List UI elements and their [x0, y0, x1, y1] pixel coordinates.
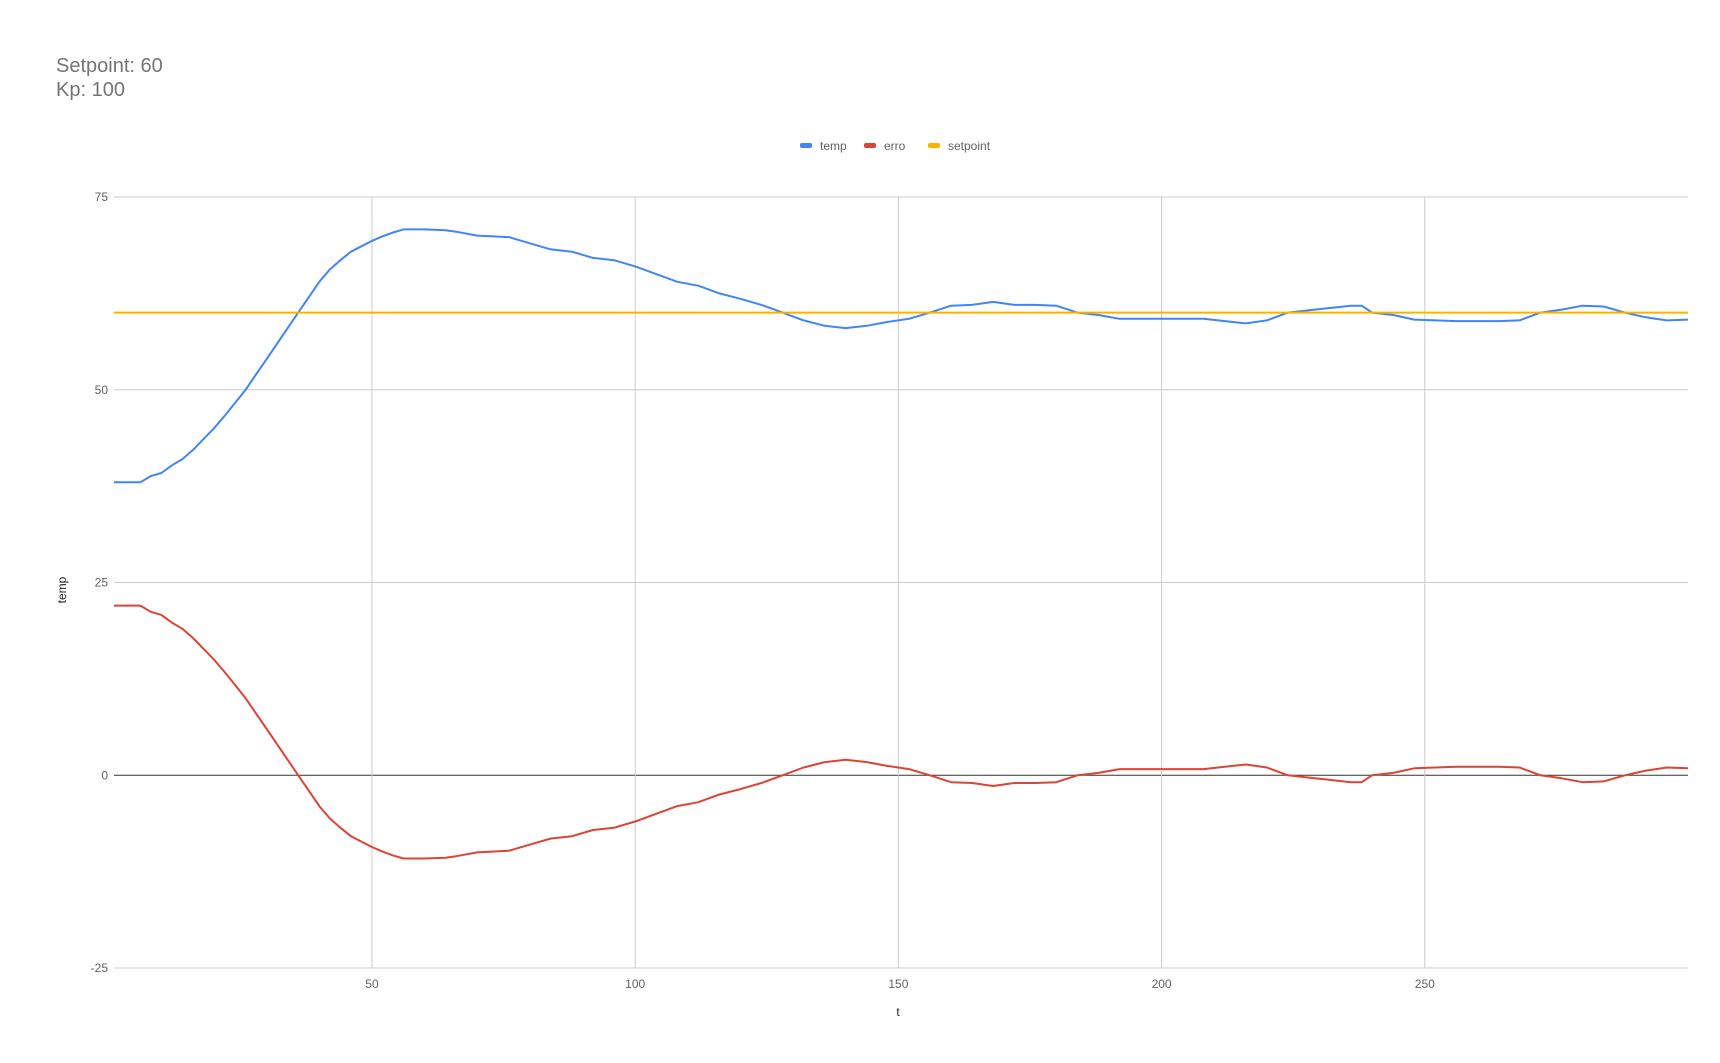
x-tick-label: 100 [625, 977, 645, 991]
series-line-erro [114, 604, 1689, 860]
x-tick-label: 50 [365, 977, 379, 991]
legend: temp erro setpoint [800, 139, 991, 153]
y-tick-label: 0 [101, 768, 108, 782]
axis-labels: t temp -25 0 25 50 75 50 100 150 200 250 [55, 190, 1435, 1019]
chart-title-line-setpoint: Setpoint: 60 [56, 55, 163, 77]
x-tick-label: 250 [1415, 977, 1435, 991]
legend-swatch-setpoint [928, 143, 940, 148]
x-axis-title: t [896, 1005, 900, 1019]
y-axis-title: temp [55, 576, 69, 603]
x-tick-label: 200 [1152, 977, 1172, 991]
series-lines [114, 228, 1689, 860]
legend-label-erro: erro [884, 139, 906, 153]
legend-swatch-temp [800, 143, 812, 148]
grid-lines [114, 196, 1688, 969]
chart-title-line-kp: Kp: 100 [56, 79, 125, 101]
chart-title: Setpoint: 60 Kp: 100 [56, 54, 163, 102]
series-line-temp [114, 228, 1689, 484]
y-tick-label: -25 [91, 961, 109, 975]
legend-label-setpoint: setpoint [948, 139, 991, 153]
legend-label-temp: temp [820, 139, 847, 153]
y-tick-label: 75 [95, 190, 109, 204]
legend-swatch-erro [864, 143, 876, 148]
y-tick-label: 25 [95, 576, 109, 590]
y-tick-label: 50 [95, 383, 109, 397]
x-tick-label: 150 [888, 977, 908, 991]
